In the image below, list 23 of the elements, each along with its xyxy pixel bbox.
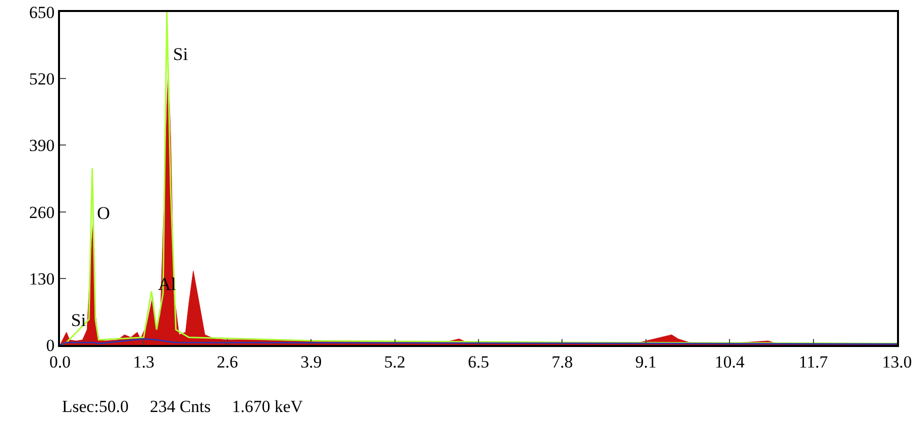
x-tick-label: 0.0 <box>49 352 71 372</box>
x-tick-label: 1.3 <box>133 352 154 372</box>
x-tick-label: 3.9 <box>300 352 322 372</box>
x-tick-label: 11.7 <box>798 352 828 372</box>
y-tick-label: 130 <box>29 269 55 288</box>
annotation: Si <box>71 310 86 330</box>
x-tick-label: 13.0 <box>882 352 912 372</box>
y-tick-label: 0 <box>46 336 55 355</box>
x-tick-label: 6.5 <box>468 352 490 372</box>
text: Lsec:50.0 234 Cnts 1.670 keV <box>62 397 304 416</box>
x-tick-label: 2.6 <box>216 352 238 372</box>
y-tick-label: 260 <box>29 202 55 222</box>
x-tick-label: 9.1 <box>635 352 657 372</box>
y-tick-label: 390 <box>29 136 55 156</box>
y-tick-label: 650 <box>29 2 55 22</box>
annotation: Si <box>173 44 188 64</box>
x-tick-label: 7.8 <box>552 352 573 372</box>
x-tick-label: 10.4 <box>714 352 745 372</box>
line-series <box>60 338 897 345</box>
x-tick-label: 5.2 <box>384 352 406 372</box>
line-series <box>60 12 897 345</box>
annotation: O <box>97 203 110 223</box>
y-tick-label: 520 <box>29 70 55 89</box>
